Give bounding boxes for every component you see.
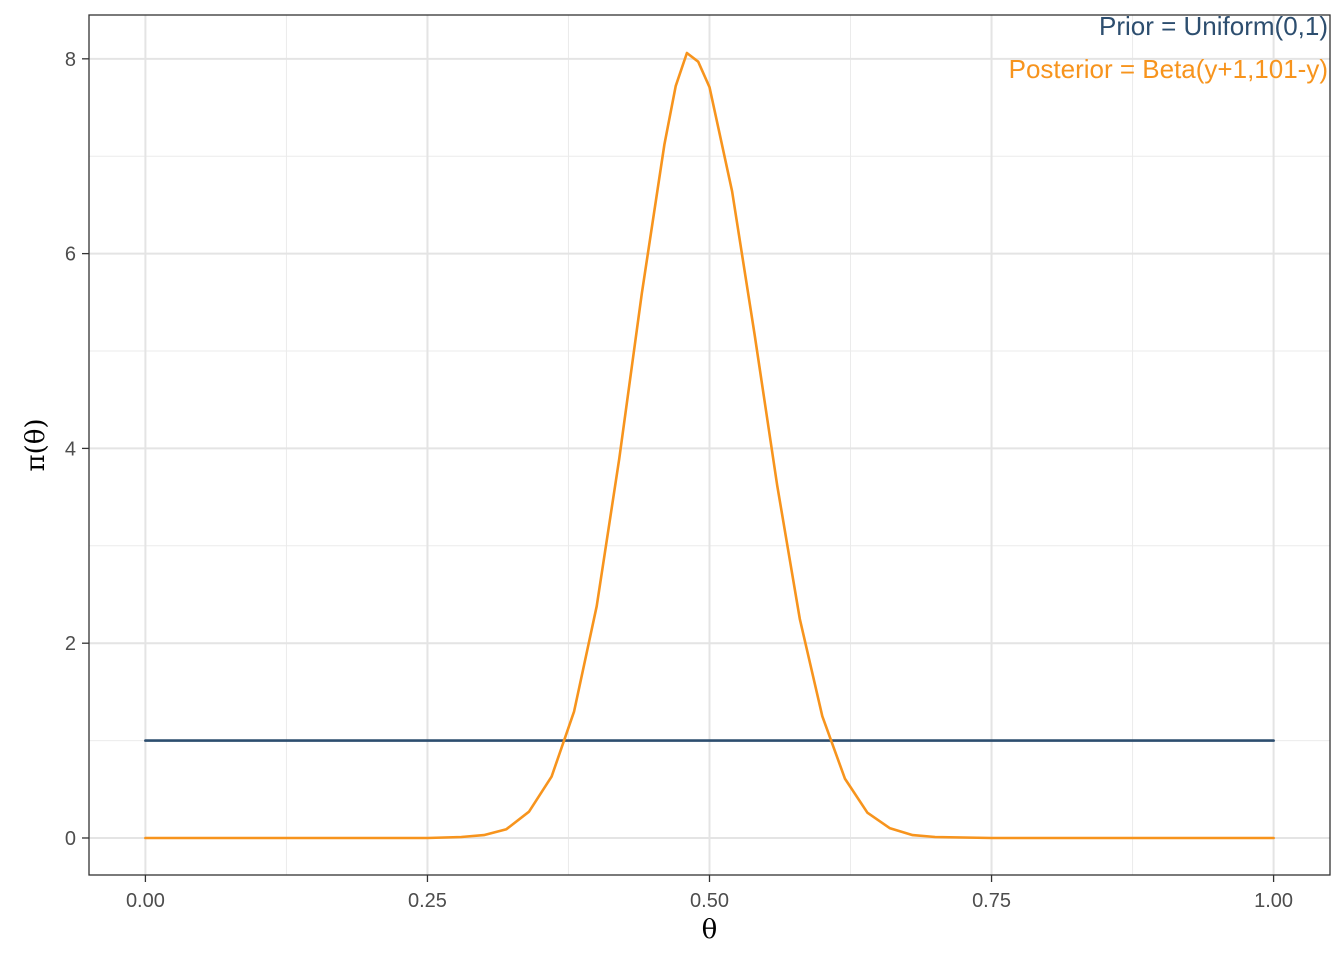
y-axis-title: π(θ) xyxy=(21,418,51,471)
y-tick-label-3: 6 xyxy=(65,244,76,266)
y-tick-label-4: 8 xyxy=(65,49,76,71)
major-gridlines xyxy=(89,15,1330,875)
y-tick-label-0: 0 xyxy=(65,828,76,850)
x-tick-label-2: 0.50 xyxy=(690,890,729,912)
legend: Prior = Uniform(0,1) Posterior = Beta(y+1… xyxy=(1009,11,1328,84)
y-axis: 0 2 4 6 8 xyxy=(65,49,89,850)
legend-entry-0: Prior = Uniform(0,1) xyxy=(1099,11,1328,41)
series-layer xyxy=(144,51,1275,840)
series-line-1 xyxy=(144,51,1275,840)
x-axis: 0.00 0.25 0.50 0.75 1.00 xyxy=(126,875,1293,912)
y-tick-label-1: 2 xyxy=(65,633,76,655)
legend-entry-1: Posterior = Beta(y+1,101-y) xyxy=(1009,54,1328,84)
x-axis-title: θ xyxy=(702,915,718,945)
x-tick-label-4: 1.00 xyxy=(1254,890,1293,912)
x-tick-label-3: 0.75 xyxy=(972,890,1011,912)
x-tick-label-0: 0.00 xyxy=(126,890,165,912)
y-tick-label-2: 4 xyxy=(65,438,76,460)
x-tick-label-1: 0.25 xyxy=(408,890,447,912)
